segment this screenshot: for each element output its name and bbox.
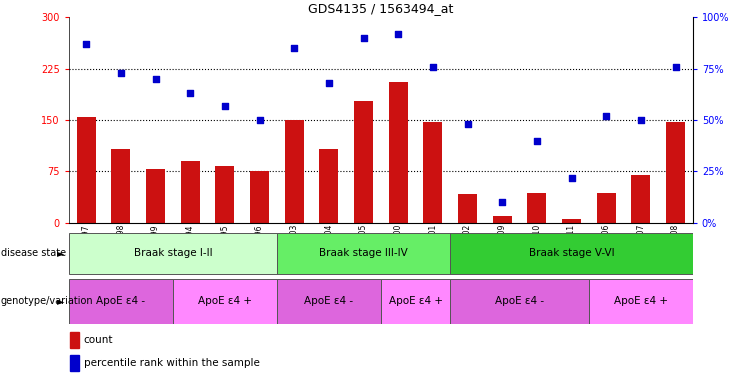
- FancyBboxPatch shape: [381, 279, 451, 324]
- Point: [150, 76, 162, 82]
- Bar: [528, 193, 546, 223]
- Bar: [631, 175, 651, 223]
- Point: [496, 199, 508, 205]
- Point: [185, 90, 196, 96]
- FancyBboxPatch shape: [69, 279, 173, 324]
- Text: ►: ►: [57, 248, 64, 258]
- Bar: [354, 101, 373, 223]
- Bar: [70, 355, 79, 371]
- Point: [80, 41, 92, 47]
- Text: Braak stage I-II: Braak stage I-II: [133, 248, 212, 258]
- Point: [531, 137, 542, 144]
- Title: GDS4135 / 1563494_at: GDS4135 / 1563494_at: [308, 2, 453, 15]
- Bar: [70, 333, 79, 348]
- Bar: [562, 219, 581, 223]
- Point: [392, 31, 404, 37]
- Bar: [423, 122, 442, 223]
- Point: [462, 121, 473, 127]
- FancyBboxPatch shape: [173, 279, 277, 324]
- Bar: [146, 169, 165, 223]
- Bar: [319, 149, 339, 223]
- Bar: [216, 166, 234, 223]
- Bar: [250, 171, 269, 223]
- Text: ApoE ε4 +: ApoE ε4 +: [614, 296, 668, 306]
- Text: ApoE ε4 -: ApoE ε4 -: [96, 296, 145, 306]
- Point: [358, 35, 370, 41]
- FancyBboxPatch shape: [277, 279, 381, 324]
- Text: ApoE ε4 +: ApoE ε4 +: [198, 296, 252, 306]
- Bar: [458, 194, 477, 223]
- Point: [219, 103, 230, 109]
- Text: genotype/variation: genotype/variation: [1, 296, 93, 306]
- FancyBboxPatch shape: [277, 233, 451, 274]
- Point: [323, 80, 335, 86]
- Point: [288, 45, 300, 51]
- Point: [427, 63, 439, 70]
- Text: ApoE ε4 -: ApoE ε4 -: [305, 296, 353, 306]
- Text: ApoE ε4 +: ApoE ε4 +: [388, 296, 442, 306]
- Bar: [77, 117, 96, 223]
- Bar: [493, 216, 512, 223]
- Point: [565, 174, 577, 180]
- Text: percentile rank within the sample: percentile rank within the sample: [84, 358, 259, 368]
- FancyBboxPatch shape: [589, 279, 693, 324]
- Text: ApoE ε4 -: ApoE ε4 -: [495, 296, 544, 306]
- Text: Braak stage V-VI: Braak stage V-VI: [529, 248, 614, 258]
- Point: [670, 63, 682, 70]
- Bar: [666, 122, 685, 223]
- Text: count: count: [84, 335, 113, 345]
- Point: [600, 113, 612, 119]
- Text: disease state: disease state: [1, 248, 66, 258]
- Text: ►: ►: [57, 296, 64, 306]
- Bar: [389, 82, 408, 223]
- Text: Braak stage III-IV: Braak stage III-IV: [319, 248, 408, 258]
- Bar: [111, 149, 130, 223]
- FancyBboxPatch shape: [69, 233, 277, 274]
- Point: [115, 70, 127, 76]
- Bar: [285, 120, 304, 223]
- FancyBboxPatch shape: [451, 233, 693, 274]
- FancyBboxPatch shape: [451, 279, 589, 324]
- Bar: [181, 161, 200, 223]
- Bar: [597, 193, 616, 223]
- Point: [253, 117, 265, 123]
- Point: [635, 117, 647, 123]
